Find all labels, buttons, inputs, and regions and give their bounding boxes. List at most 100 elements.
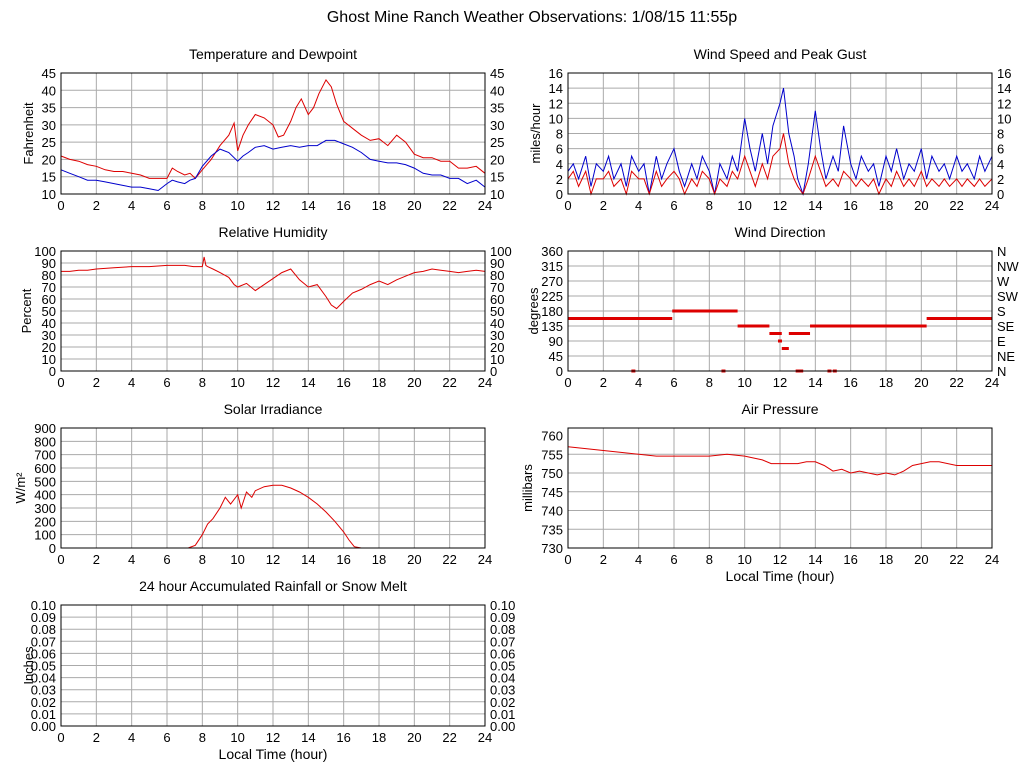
wind-xtick: 22 [949, 198, 963, 213]
rain-rtick: 0.10 [490, 598, 515, 613]
solar-ytick: 400 [34, 488, 56, 503]
rain-xlabel: Local Time (hour) [219, 746, 328, 762]
humidity-series-red [61, 256, 486, 310]
winddir-xtick: 18 [879, 375, 893, 390]
humidity-xtick: 12 [266, 375, 280, 390]
rain-title: 24 hour Accumulated Rainfall or Snow Mel… [139, 578, 407, 594]
rain-xtick: 24 [478, 730, 492, 745]
humidity-ytick: 30 [42, 328, 56, 343]
rain-xtick: 20 [407, 730, 421, 745]
humidity-rtick: 0 [490, 364, 497, 379]
temperature-ytick: 30 [42, 118, 56, 133]
pressure-xtick: 16 [843, 552, 857, 567]
humidity-rtick: 70 [490, 280, 504, 295]
wind-xtick: 8 [706, 198, 713, 213]
winddir-ytick: 315 [541, 259, 563, 274]
humidity-xtick: 10 [230, 375, 244, 390]
winddir-xtick: 6 [670, 375, 677, 390]
solar-ytick: 900 [34, 421, 56, 436]
temperature-rtick: 10 [490, 187, 504, 202]
rain-ytick: 0.08 [31, 622, 56, 637]
winddir-xtick: 2 [600, 375, 607, 390]
wind-series-red [567, 133, 993, 196]
winddir-ytick: 225 [541, 289, 563, 304]
wind-ytick: 0 [556, 187, 563, 202]
pressure-ytick: 745 [541, 485, 563, 500]
pressure-ylabel: millibars [520, 464, 535, 512]
humidity-frame [60, 250, 486, 372]
temperature-xtick: 10 [230, 198, 244, 213]
solar-series-red [61, 484, 485, 549]
humidity-ytick: 80 [42, 268, 56, 283]
temperature-rtick: 25 [490, 135, 504, 150]
rain-ytick: 0.00 [31, 719, 56, 734]
wind-rtick: 14 [997, 81, 1011, 96]
humidity-rtick: 60 [490, 292, 504, 307]
humidity-rtick: 90 [490, 256, 504, 271]
winddir-point [778, 339, 782, 343]
humidity-xtick: 0 [57, 375, 64, 390]
temperature-ytick: 35 [42, 101, 56, 116]
pressure-series-red [567, 446, 992, 476]
winddir-title: Wind Direction [734, 224, 825, 240]
solar-xtick: 6 [163, 552, 170, 567]
rain-rtick: 0.04 [490, 671, 515, 686]
wind-series-blue [567, 87, 993, 196]
winddir-rtick: W [997, 274, 1010, 289]
temperature-xtick: 6 [163, 198, 170, 213]
solar-ytick: 800 [34, 434, 56, 449]
humidity-ylabel: Percent [19, 288, 34, 333]
temperature-rtick: 20 [490, 152, 504, 167]
pressure-xlabel: Local Time (hour) [726, 568, 835, 584]
winddir-ytick: 45 [549, 349, 563, 364]
winddir-ytick: 270 [541, 274, 563, 289]
solar-xtick: 4 [128, 552, 135, 567]
pressure-xtick: 0 [564, 552, 571, 567]
pressure-xtick: 14 [808, 552, 822, 567]
rain-ytick: 0.09 [31, 610, 56, 625]
winddir-xtick: 20 [914, 375, 928, 390]
wind-rtick: 10 [997, 111, 1011, 126]
rain-ytick: 0.10 [31, 598, 56, 613]
temperature-xtick: 12 [266, 198, 280, 213]
winddir-xtick: 16 [843, 375, 857, 390]
temperature-rtick: 35 [490, 101, 504, 116]
humidity-rtick: 50 [490, 304, 504, 319]
solar-xtick: 14 [301, 552, 315, 567]
wind-xtick: 4 [635, 198, 642, 213]
rain-ytick: 0.01 [31, 707, 56, 722]
humidity-rtick: 10 [490, 352, 504, 367]
wind-ytick: 12 [549, 96, 563, 111]
rain-rtick: 0.05 [490, 659, 515, 674]
humidity-xtick: 24 [478, 375, 492, 390]
solar-ytick: 700 [34, 448, 56, 463]
pressure-ytick: 760 [541, 429, 563, 444]
rain-xtick: 18 [372, 730, 386, 745]
winddir-xtick: 8 [706, 375, 713, 390]
winddir-xtick: 22 [949, 375, 963, 390]
solar-xtick: 24 [478, 552, 492, 567]
wind-ytick: 10 [549, 111, 563, 126]
wind-xtick: 18 [879, 198, 893, 213]
winddir-rtick: SW [997, 289, 1019, 304]
winddir-ytick: 135 [541, 319, 563, 334]
winddir-xtick: 0 [564, 375, 571, 390]
pressure-ytick: 735 [541, 522, 563, 537]
temperature-ytick: 20 [42, 152, 56, 167]
temperature-xtick: 2 [93, 198, 100, 213]
wind-xtick: 0 [564, 198, 571, 213]
solar-xtick: 18 [372, 552, 386, 567]
rain-ytick: 0.07 [31, 634, 56, 649]
winddir-ytick: 180 [541, 304, 563, 319]
winddir-xtick: 4 [635, 375, 642, 390]
rain-rtick: 0.02 [490, 695, 515, 710]
solar-xtick: 10 [230, 552, 244, 567]
temperature-xtick: 20 [407, 198, 421, 213]
humidity-rtick: 20 [490, 340, 504, 355]
wind-frame [567, 72, 993, 195]
humidity-xtick: 16 [336, 375, 350, 390]
rain-rtick: 0.06 [490, 646, 515, 661]
